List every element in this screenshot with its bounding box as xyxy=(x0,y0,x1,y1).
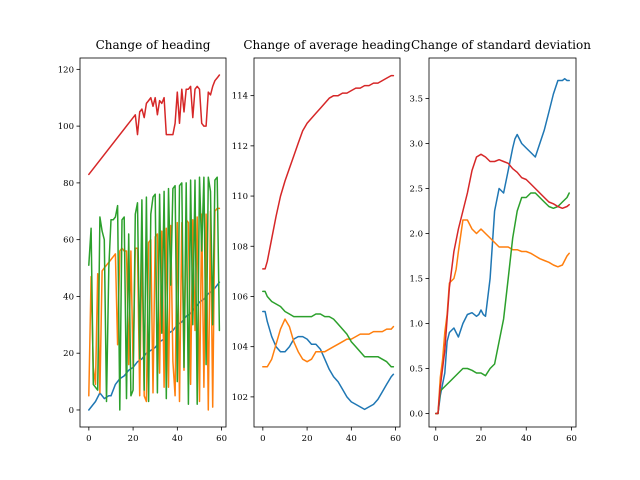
series-line xyxy=(88,207,221,411)
x-tick-label: 0 xyxy=(260,434,265,444)
y-tick-label: 114 xyxy=(232,92,248,102)
x-tick-label: 60 xyxy=(566,434,577,444)
y-tick-label: 0 xyxy=(69,406,74,416)
x-tick-label: 20 xyxy=(128,434,139,444)
x-tick-label: 0 xyxy=(433,434,438,444)
x-tick-label: 20 xyxy=(302,434,313,444)
subplot-title: Change of average heading xyxy=(243,38,411,52)
series-line xyxy=(435,153,570,415)
y-tick-label: 3.5 xyxy=(409,95,423,105)
series-line xyxy=(88,176,221,411)
y-tick-label: 40 xyxy=(63,292,74,302)
x-tick-label: 40 xyxy=(172,434,183,444)
y-tick-label: 2.5 xyxy=(409,185,423,195)
series-line xyxy=(262,318,395,368)
y-tick-label: 110 xyxy=(232,192,248,202)
series-line xyxy=(262,74,395,270)
y-tick-label: 1.5 xyxy=(409,275,423,285)
subplot-title: Change of heading xyxy=(96,38,211,52)
y-tick-label: 20 xyxy=(63,349,74,359)
y-tick-label: 104 xyxy=(232,343,248,353)
x-tick-label: 60 xyxy=(390,434,401,444)
series-line xyxy=(435,77,570,415)
y-tick-label: 80 xyxy=(63,179,74,189)
axes-frame xyxy=(253,57,401,428)
y-tick-label: 60 xyxy=(63,236,74,246)
series-line xyxy=(88,74,221,176)
x-tick-label: 40 xyxy=(346,434,357,444)
y-tick-label: 2.0 xyxy=(409,230,423,240)
series-line xyxy=(262,310,395,411)
x-tick-label: 0 xyxy=(86,434,91,444)
y-tick-label: 0.0 xyxy=(409,410,423,420)
axes-frame xyxy=(79,57,227,428)
series-line xyxy=(262,290,395,368)
series-line xyxy=(88,281,221,411)
x-tick-label: 40 xyxy=(521,434,532,444)
series-line xyxy=(435,192,570,415)
y-tick-label: 120 xyxy=(58,65,74,75)
y-tick-label: 106 xyxy=(232,292,248,302)
subplot-average-heading: Change of average heading 0 20 40 60 102 104 1… xyxy=(232,38,411,444)
y-tick-label: 102 xyxy=(232,393,248,403)
subplot-heading: Change of heading 0 20 40 60 0 20 40 60 80 100 120 xyxy=(58,38,227,444)
axes-frame xyxy=(428,57,577,428)
y-tick-label: 3.0 xyxy=(409,140,423,150)
y-tick-label: 1.0 xyxy=(409,320,423,330)
y-tick-label: 108 xyxy=(232,242,248,252)
y-tick-label: 112 xyxy=(232,142,248,152)
y-tick-label: 100 xyxy=(58,122,74,132)
subplot-title: Change of standard deviation xyxy=(411,38,591,52)
x-tick-label: 60 xyxy=(216,434,227,444)
subplot-standard-deviation: Change of standard deviation 0 20 40 60 0.0 0… xyxy=(409,38,591,444)
y-tick-label: 0.5 xyxy=(409,365,423,375)
x-tick-label: 20 xyxy=(476,434,487,444)
